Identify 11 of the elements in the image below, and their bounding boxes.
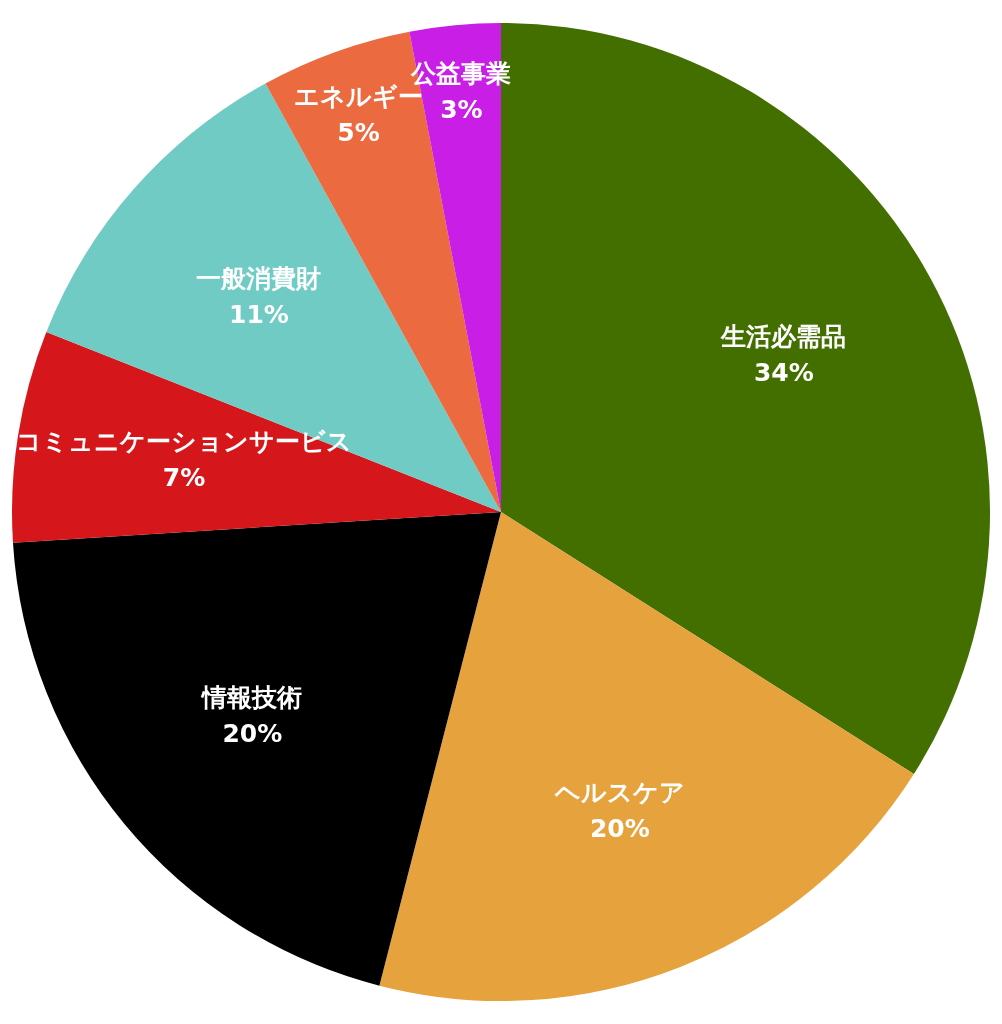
slice-label: 一般消費財 (196, 264, 322, 294)
data-label: 3% (440, 94, 483, 124)
data-label: 20% (222, 719, 283, 749)
data-label: 7% (162, 463, 206, 493)
data-label: 5% (337, 117, 380, 147)
data-label: 11% (228, 300, 289, 330)
slice-label: ヘルスケア (553, 777, 685, 807)
slice-label: 情報技術 (200, 683, 303, 713)
data-label: 34% (753, 358, 814, 388)
data-label: 20% (589, 813, 650, 843)
slice-label: 生活必需品 (720, 322, 847, 352)
